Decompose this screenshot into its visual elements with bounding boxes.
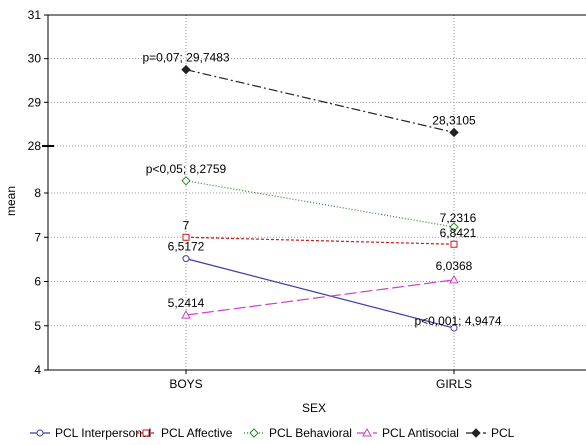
- legend-label: PCL Behavioral: [269, 426, 352, 440]
- x-tick-label: GIRLS: [436, 377, 472, 391]
- y-tick-label: 31: [28, 8, 42, 22]
- y-tick-label: 29: [28, 95, 42, 109]
- series-line: [185, 69, 455, 134]
- data-point: [181, 176, 191, 186]
- data-point: [450, 324, 458, 332]
- data-label: 7,2316: [440, 211, 477, 225]
- x-axis-title: SEX: [302, 401, 326, 415]
- data-point: [450, 240, 458, 248]
- legend-swatch-marker: [249, 428, 259, 438]
- data-label: 28,3105: [432, 113, 476, 127]
- data-point: [182, 233, 190, 241]
- legend-label: PCL Affective: [161, 426, 233, 440]
- legend: PCL Interpersonal PCL Affective PCL Behavi…: [30, 426, 515, 440]
- data-label: 6,8421: [440, 226, 477, 240]
- data-label: p=0,07; 29,7483: [142, 51, 229, 65]
- y-tick-label: 6: [34, 275, 41, 289]
- data-label: p<0,001; 4,9474: [414, 314, 501, 328]
- y-tick-label: 5: [34, 319, 41, 333]
- y-tick-label: 8: [34, 186, 41, 200]
- data-point: [181, 64, 191, 75]
- data-point: [449, 222, 459, 232]
- data-point: [182, 255, 190, 263]
- y-tick-label: 30: [28, 52, 42, 66]
- data-point: [181, 310, 191, 319]
- y-tick-label: 4: [34, 363, 41, 377]
- data-label: 5,2414: [168, 296, 205, 310]
- data-label: p<0,05; 8,2759: [146, 162, 227, 176]
- y-tick-label: 7: [34, 230, 41, 244]
- data-label: 6,5172: [168, 240, 205, 254]
- data-point: [449, 274, 459, 284]
- legend-label: PCL Antisocial: [382, 426, 459, 440]
- series-line: [185, 236, 455, 245]
- data-label: 7: [183, 218, 190, 232]
- legend-swatch-marker: [36, 429, 44, 437]
- legend-label: PCL: [491, 426, 515, 440]
- legend-swatch-marker: [362, 427, 372, 437]
- series-line: [185, 258, 455, 329]
- data-label: 6,0368: [436, 259, 473, 273]
- legend-swatch-marker: [471, 428, 481, 438]
- series-line: [185, 279, 455, 316]
- data-point: [449, 127, 459, 138]
- legend-label: PCL Interpersonal: [55, 426, 151, 440]
- y-tick-label: 28: [28, 139, 42, 153]
- x-tick-label: BOYS: [169, 377, 202, 391]
- series-line: [185, 180, 455, 228]
- legend-swatch-marker: [142, 429, 150, 437]
- y-axis-title: mean: [4, 186, 18, 216]
